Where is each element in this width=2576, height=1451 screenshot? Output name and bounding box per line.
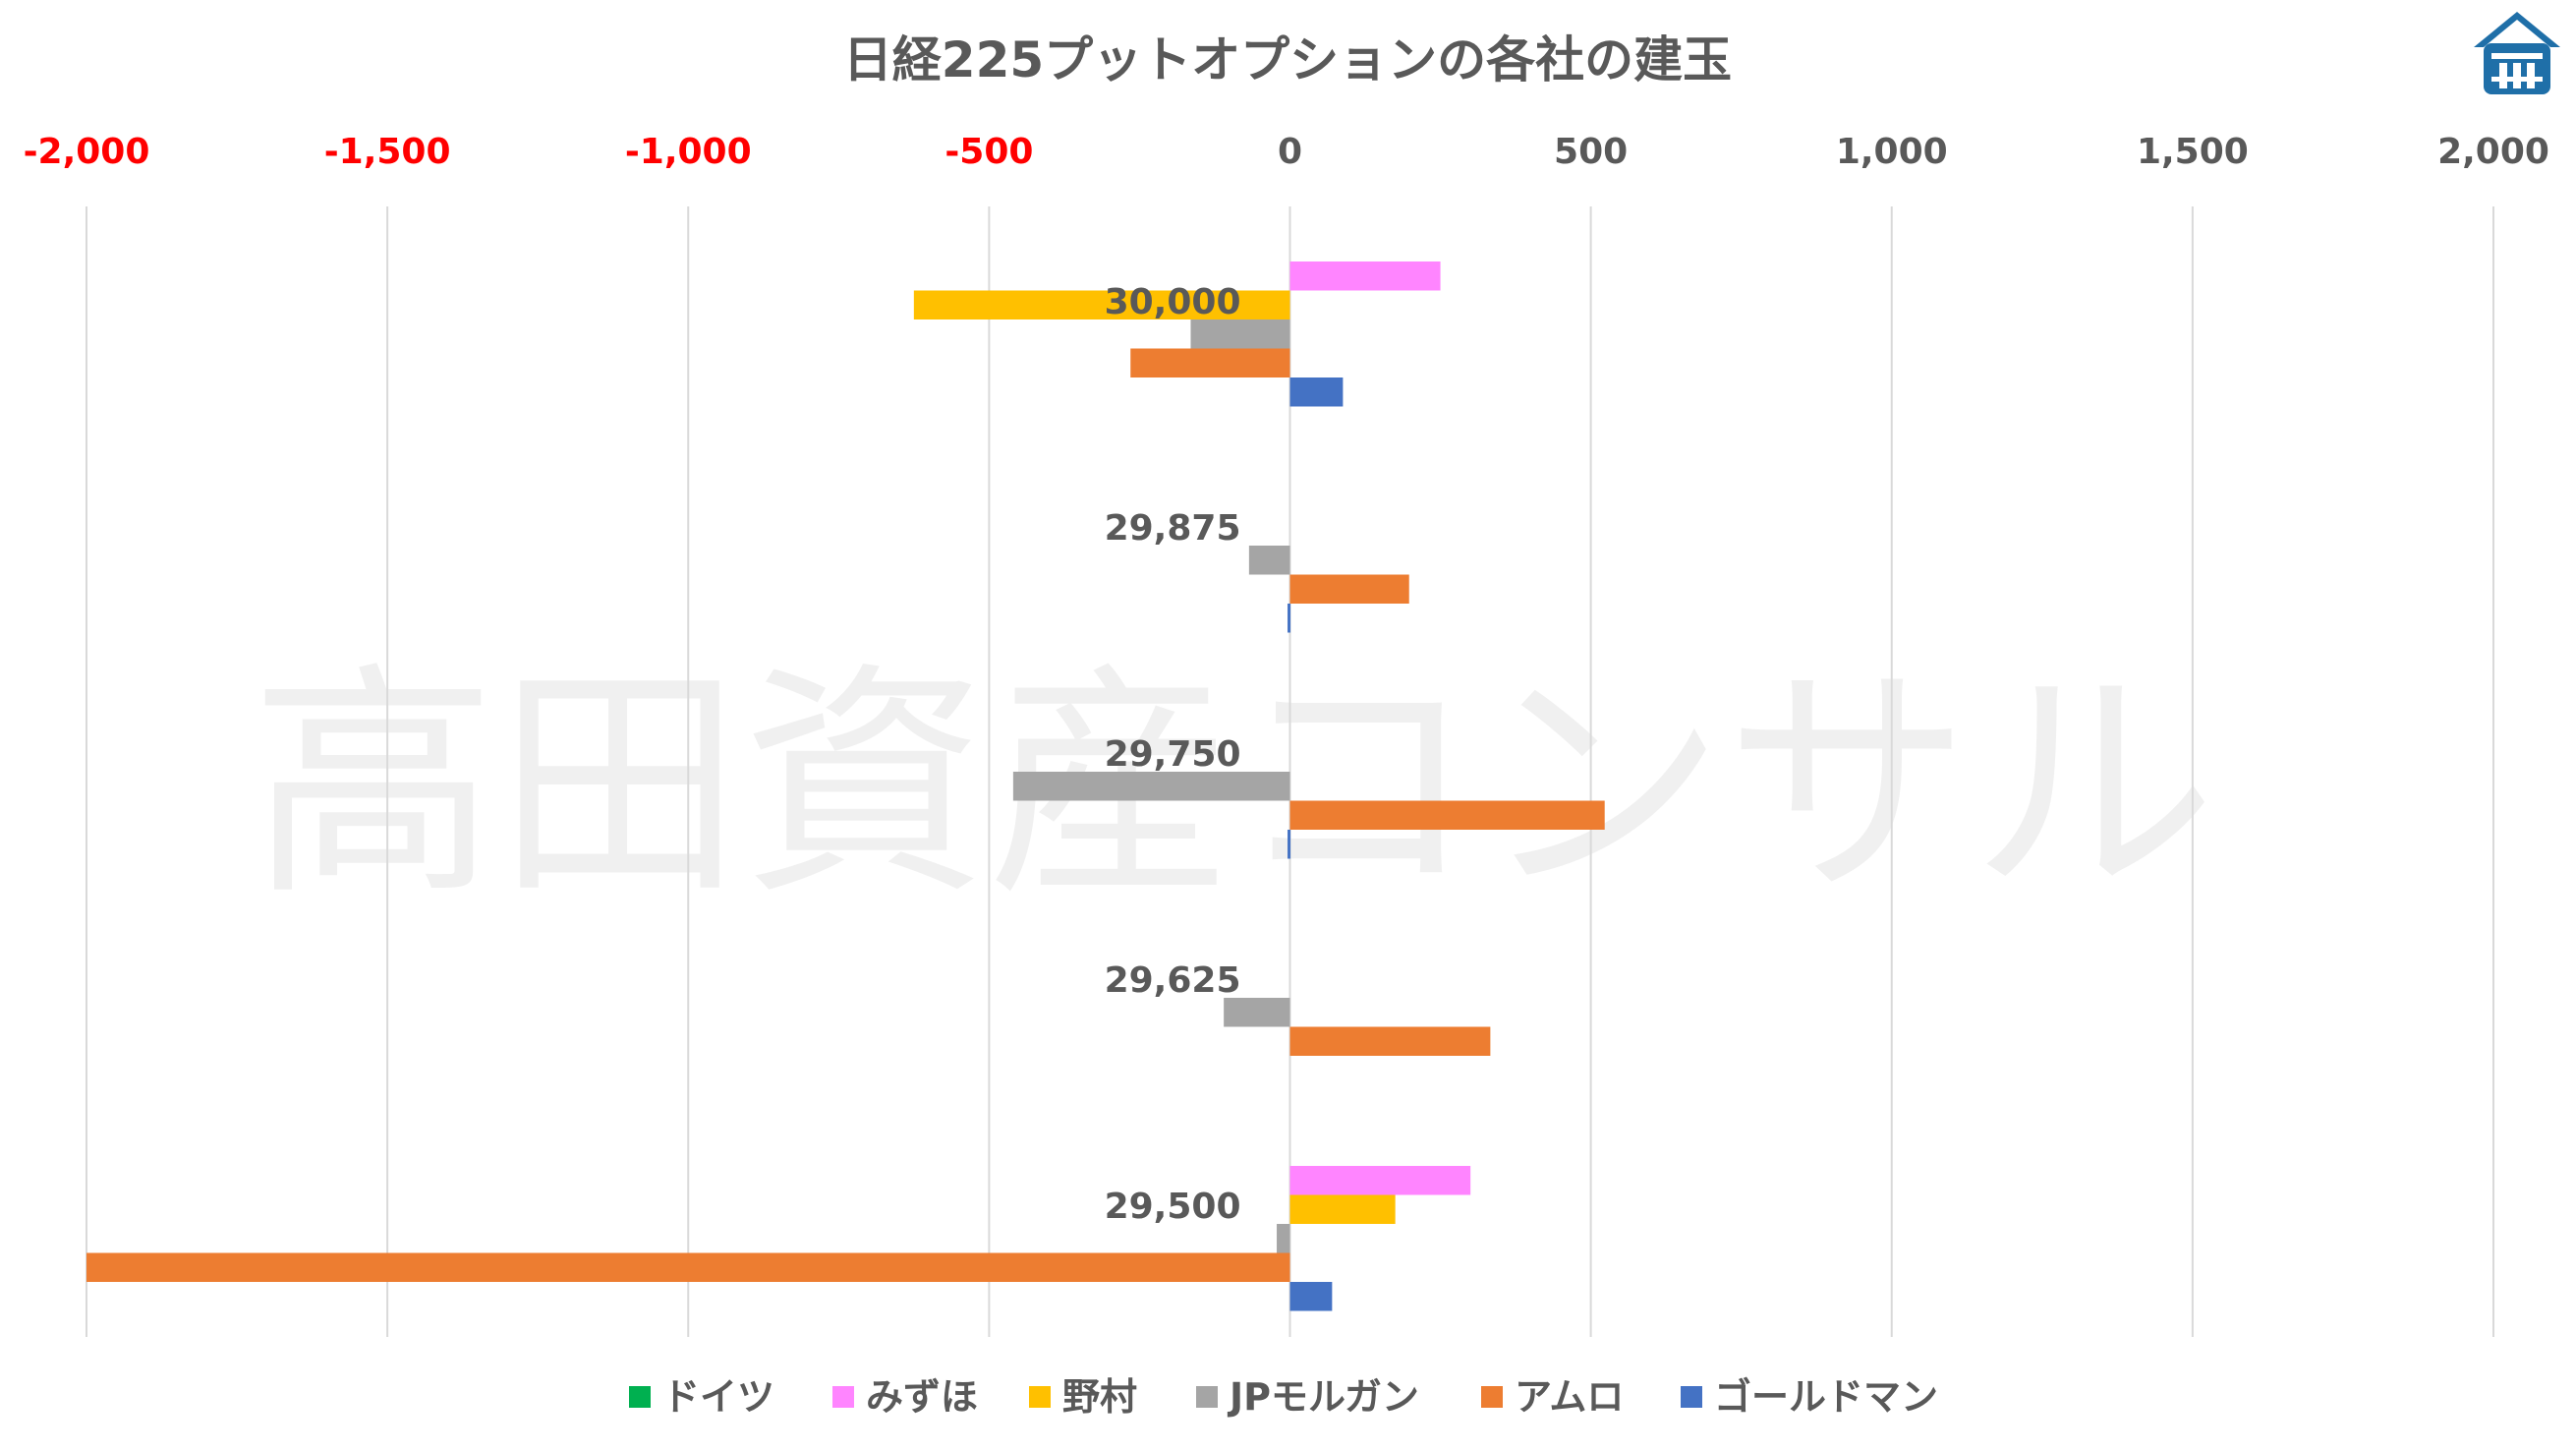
legend-swatch xyxy=(1029,1386,1051,1408)
bar-ゴールドマン xyxy=(1289,377,1344,407)
house-logo-icon xyxy=(2474,12,2560,94)
bar-JPモルガン xyxy=(1190,319,1290,349)
x-tick-label: -2,000 xyxy=(24,132,150,172)
x-tick-label: -1,000 xyxy=(625,132,752,172)
category-label: 29,625 xyxy=(1105,960,1241,1001)
bar-JPモルガン xyxy=(1277,1224,1290,1253)
x-tick-label: -500 xyxy=(945,132,1033,172)
bar-アムロ xyxy=(1289,574,1409,604)
x-tick-label: 1,500 xyxy=(2137,132,2249,172)
bar-みずほ xyxy=(1289,261,1441,291)
bars xyxy=(86,261,1605,1311)
category-label: 29,500 xyxy=(1105,1187,1241,1227)
bar-ゴールドマン xyxy=(1288,604,1291,633)
logo xyxy=(2474,12,2560,94)
legend-item: JPモルガン xyxy=(1196,1375,1419,1419)
bar-ゴールドマン xyxy=(1288,830,1291,859)
legend-item: ゴールドマン xyxy=(1681,1375,1938,1419)
x-axis-ticks: -2,000 -1,500 -1,000 -500 0 500 1,000 1,500 2,00… xyxy=(24,132,2549,172)
legend: ドイツ みずほ 野村 JPモルガン アムロ ゴールドマン xyxy=(629,1375,1938,1419)
legend-item: ドイツ xyxy=(629,1375,774,1419)
bar-JPモルガン xyxy=(1224,998,1290,1027)
legend-label: ドイツ xyxy=(662,1375,774,1419)
legend-label: アムロ xyxy=(1515,1375,1624,1419)
chart-title: 日経225プットオプションの各社の建玉 xyxy=(843,31,1732,88)
bar-野村 xyxy=(913,290,1290,319)
bar-アムロ xyxy=(1289,1026,1491,1056)
gridlines xyxy=(86,206,2494,1337)
legend-label: みずほ xyxy=(866,1375,978,1419)
bar-ゴールドマン xyxy=(1289,1282,1333,1311)
legend-swatch xyxy=(1196,1386,1218,1408)
category-label: 30,000 xyxy=(1105,282,1241,322)
bar-みずほ xyxy=(1289,1166,1471,1195)
legend-swatch xyxy=(1681,1386,1702,1408)
legend-label: JPモルガン xyxy=(1227,1375,1419,1419)
legend-item: 野村 xyxy=(1029,1375,1137,1419)
legend-label: 野村 xyxy=(1062,1375,1137,1419)
category-labels: 30,000 29,875 29,750 29,625 29,500 xyxy=(1105,282,1241,1227)
legend-swatch xyxy=(629,1386,651,1408)
x-tick-label: -1,500 xyxy=(324,132,451,172)
x-tick-label: 2,000 xyxy=(2437,132,2549,172)
bar-JPモルガン xyxy=(1012,772,1290,801)
legend-item: みずほ xyxy=(832,1375,978,1419)
bar-アムロ xyxy=(1289,800,1605,830)
legend-label: ゴールドマン xyxy=(1714,1375,1938,1419)
legend-swatch xyxy=(1481,1386,1503,1408)
legend-item: アムロ xyxy=(1481,1375,1624,1419)
x-tick-label: 1,000 xyxy=(1836,132,1948,172)
bar-アムロ xyxy=(1130,348,1290,377)
legend-swatch xyxy=(832,1386,854,1408)
x-tick-label: 0 xyxy=(1278,132,1302,172)
bar-アムロ xyxy=(86,1252,1290,1282)
bar-野村 xyxy=(1289,1194,1396,1224)
category-label: 29,875 xyxy=(1105,508,1241,549)
bar-JPモルガン xyxy=(1248,546,1290,575)
category-label: 29,750 xyxy=(1105,734,1241,775)
x-tick-label: 500 xyxy=(1554,132,1628,172)
